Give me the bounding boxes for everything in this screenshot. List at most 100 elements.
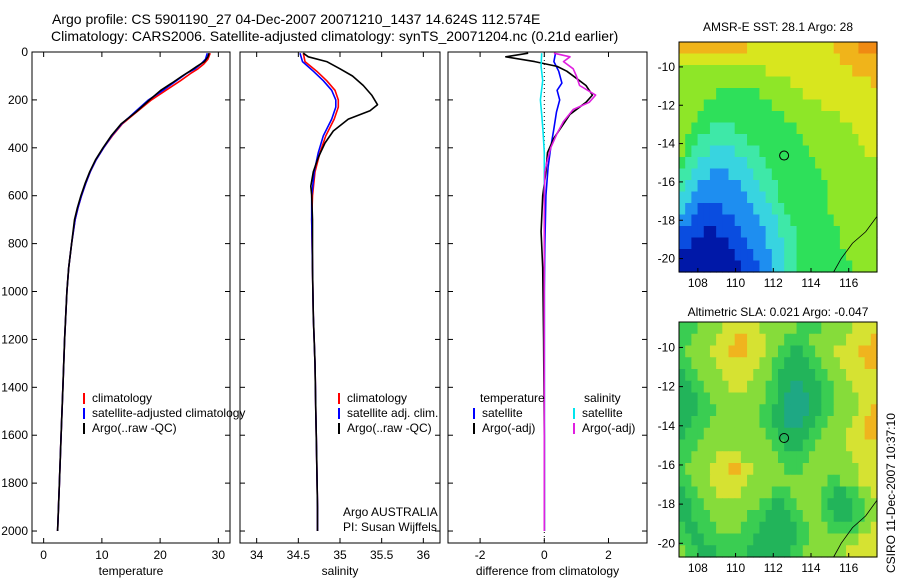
sla-map-cell (728, 486, 736, 499)
sst-map-cell (846, 134, 853, 147)
sla-map-cell (796, 498, 804, 511)
sla-map-cell (691, 474, 699, 488)
sla-map-cell (870, 545, 878, 558)
sla-map-cell (753, 380, 761, 394)
sla-map-cell (771, 486, 779, 499)
sst-map-cell (858, 168, 866, 181)
difference-salinity-legend-label: Argo(-adj) (582, 421, 635, 435)
sst-map-cell (796, 180, 804, 193)
sst-map-cell (722, 42, 730, 55)
sst-map-cell (808, 53, 816, 66)
sst-map-cell (778, 260, 785, 273)
sla-map-cell (685, 357, 692, 370)
sst-map-cell (796, 65, 804, 78)
sst-map-cell (703, 203, 711, 216)
sla-map-cell (716, 357, 723, 370)
sst-map-cell (839, 65, 847, 78)
sst-map-cell (703, 88, 711, 101)
sla-map-cell (790, 545, 798, 558)
sla-map-cell (827, 545, 835, 558)
sst-map-cell (734, 65, 742, 78)
sla-map-cell (858, 521, 866, 535)
sla-map-cell (740, 463, 748, 476)
sla-map-cell (771, 474, 779, 488)
sla-map-cell (734, 521, 742, 535)
sst-map-cell (808, 65, 816, 78)
sst-map-cell (679, 226, 686, 239)
sst-map-cell (870, 191, 878, 204)
sla-map-cell (839, 416, 847, 429)
sst-map-cell (808, 157, 816, 170)
sla-map-cell (839, 439, 847, 452)
sst-map-cell (709, 214, 717, 227)
sst-map-cell (858, 226, 866, 239)
sst-map-cell (728, 122, 736, 135)
sla-map-cell (759, 451, 767, 464)
temperature-legend-label: Argo(..raw -QC) (92, 421, 177, 435)
sst-map-cell (679, 157, 686, 170)
sla-map-ytick-label: -18 (658, 497, 676, 511)
sst-map-cell (709, 260, 717, 273)
sst-map-cell (728, 111, 736, 124)
sst-map-cell (802, 214, 810, 227)
sst-map-cell (839, 88, 847, 101)
sst-map-cell (753, 260, 761, 273)
sst-map-cell (734, 76, 742, 89)
salinity-xlabel: salinity (322, 564, 359, 578)
sst-map-cell (864, 134, 872, 147)
sst-map-cell (827, 180, 835, 193)
sla-map-cell (722, 474, 730, 488)
sla-map-cell (808, 439, 816, 452)
sla-map-cell (703, 533, 711, 546)
sla-map-cell (827, 404, 835, 417)
sla-map-cell (821, 463, 829, 476)
sla-map-cell (703, 380, 711, 394)
sst-map-cell (703, 99, 711, 112)
pi-annotation: PI: Susan Wijffels (343, 520, 437, 534)
sst-map-cell (709, 249, 717, 262)
sla-map-cell (697, 357, 705, 370)
sst-map-cell (815, 145, 822, 158)
sst-map-cell (808, 260, 816, 273)
sst-map-cell (765, 237, 773, 250)
sst-map-cell (771, 191, 779, 204)
sla-map-cell (697, 416, 705, 429)
sst-map-cell (759, 157, 767, 170)
sla-map-cell (790, 463, 798, 476)
sst-map-cell (703, 53, 711, 66)
sst-map-cell (722, 260, 730, 273)
sst-map-cell (796, 76, 804, 89)
sst-map-cell (778, 168, 785, 181)
sla-map-cell (685, 369, 692, 382)
sla-map-cell (870, 404, 878, 417)
sla-map-cell (821, 486, 829, 499)
sla-map-cell (722, 380, 730, 394)
sla-map-cell (679, 404, 686, 417)
sla-map-cell (808, 333, 816, 347)
sla-map-cell (784, 427, 791, 441)
sst-map-cell (827, 214, 835, 227)
sla-map-cell (722, 510, 730, 523)
sla-map-cell (808, 533, 816, 546)
sla-map-cell (728, 369, 736, 382)
temperature-ytick-label: 2000 (1, 524, 28, 538)
sla-map-cell (827, 333, 835, 347)
sst-map-cell (759, 168, 767, 181)
sst-map-cell (864, 203, 872, 216)
sst-map-cell (870, 134, 878, 147)
sst-map-cell (679, 203, 686, 216)
sst-map-cell (759, 145, 767, 158)
sla-map-cell (679, 545, 686, 558)
difference-legend-heading-salinity: salinity (584, 391, 621, 405)
sla-map-cell (709, 498, 717, 511)
sla-map-cell (716, 427, 723, 441)
sla-map-cell (821, 439, 829, 452)
sla-map-cell (685, 521, 692, 535)
sst-map-cell (771, 249, 779, 262)
sst-map-cell (827, 226, 835, 239)
sla-map-cell (815, 486, 822, 499)
sst-map-cell (728, 249, 736, 262)
sla-map-cell (870, 451, 878, 464)
sst-map-cell (709, 180, 717, 193)
sla-map-cell (784, 439, 791, 452)
